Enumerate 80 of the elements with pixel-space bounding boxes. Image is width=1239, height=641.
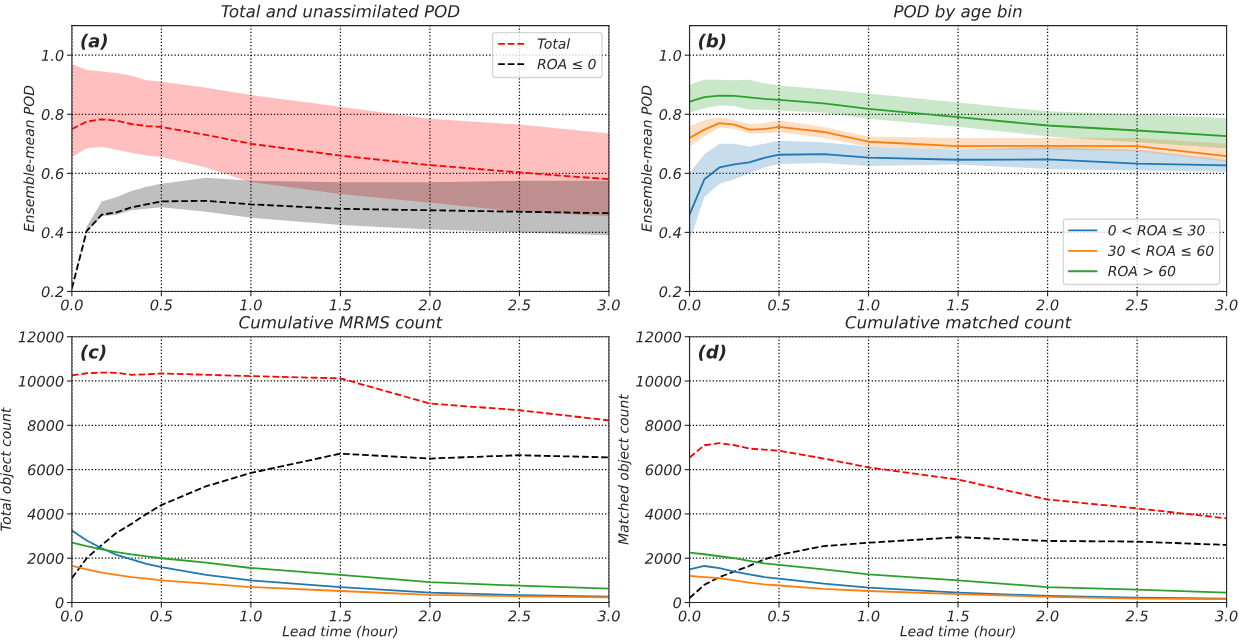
x-tick-label: 3.0 [597,610,620,622]
y-tick-label: 1.0 [659,49,682,61]
x-tick-label: 0.0 [678,610,701,622]
chart-title: Cumulative matched count [845,315,1072,329]
x-tick-label: 2.0 [418,610,441,622]
annotation: (b) [698,33,726,50]
y-tick-label: 6000 [28,464,64,476]
y-axis-title: Ensemble-mean POD [641,85,652,232]
x-tick-label: 1.5 [329,299,352,311]
y-tick-label: 0 [673,597,682,609]
x-tick-label: 0.5 [150,299,173,311]
y-tick-label: 12000 [18,331,64,343]
line-series [689,442,1227,520]
y-tick-label: 12000 [636,331,682,343]
x-tick-label: 3.0 [1215,299,1238,311]
line-series [71,371,609,422]
y-tick-label: 0.4 [41,227,64,239]
legend-label: ROA > 60 [1108,265,1176,277]
y-tick-label: 2000 [27,552,64,564]
y-tick-label: 4000 [645,508,682,520]
annotation: (a) [81,33,107,50]
x-tick-label: 1.0 [857,299,880,311]
line-series [689,153,1227,216]
line-series [71,118,609,181]
y-tick-label: 10000 [636,375,682,387]
line-series [689,551,1227,594]
x-tick-label: 2.5 [507,610,531,622]
x-tick-label: 2.5 [1125,610,1148,622]
y-tick-label: 0.2 [41,286,64,298]
line-series [71,565,609,599]
y-tick-label: 2000 [644,552,682,564]
y-tick-label: 0.4 [659,227,681,239]
line-series [71,529,609,598]
annotation: (d) [698,344,726,361]
y-tick-label: 8000 [27,420,64,432]
y-tick-label: 0.6 [659,168,682,180]
x-tick-label: 1.0 [240,299,262,311]
y-tick-label: 0 [55,597,64,609]
y-tick-label: 0.2 [659,286,681,298]
y-axis-title: Total object count [0,407,14,531]
x-axis-title: Lead time (hour) [900,625,1015,639]
y-tick-label: 0.8 [659,108,682,121]
chart-title: POD by age bin [893,4,1022,21]
x-tick-label: 2.0 [1036,610,1059,622]
y-axis-title: Matched object count [617,393,632,545]
legend-label: 0 < ROA ≤ 30 [1108,225,1205,236]
x-tick-label: 0.0 [60,299,83,311]
chart-title: Cumulative MRMS count [239,315,443,329]
x-tick-label: 0.5 [768,299,790,311]
x-tick-label: 1.5 [947,299,969,311]
legend-label: Total [537,38,571,49]
x-axis-title: Lead time (hour) [282,625,398,639]
x-tick-label: 2.5 [1125,299,1148,311]
x-tick-label: 0.5 [768,610,790,622]
x-tick-label: 1.0 [240,610,262,622]
x-tick-label: 1.0 [857,610,880,622]
y-tick-label: 0.8 [41,108,64,121]
x-tick-label: 3.0 [1215,610,1238,622]
y-tick-label: 8000 [645,420,682,432]
x-tick-label: 2.0 [418,299,441,311]
legend-label: ROA ≤ 0 [537,58,596,70]
y-tick-label: 10000 [18,375,64,387]
y-tick-label: 4000 [27,508,64,520]
line-series [71,541,609,590]
x-tick-label: 2.0 [1036,299,1059,311]
y-tick-label: 1.0 [41,49,64,61]
annotation: (c) [81,344,106,361]
x-tick-label: 1.5 [947,610,969,622]
y-tick-label: 0.6 [41,168,64,180]
legend-label: 30 < ROA ≤ 60 [1107,245,1214,256]
x-tick-label: 2.5 [507,299,531,311]
chart-title: Total and unassimilated POD [221,4,460,18]
x-tick-label: 0.0 [60,610,83,622]
y-tick-label: 6000 [645,464,682,476]
x-tick-label: 3.0 [597,299,620,311]
x-tick-label: 1.5 [329,610,352,622]
x-tick-label: 0.0 [678,299,701,311]
line-series [689,94,1227,138]
x-tick-label: 0.5 [150,610,173,622]
y-axis-title: Ensemble-mean POD [23,85,35,232]
